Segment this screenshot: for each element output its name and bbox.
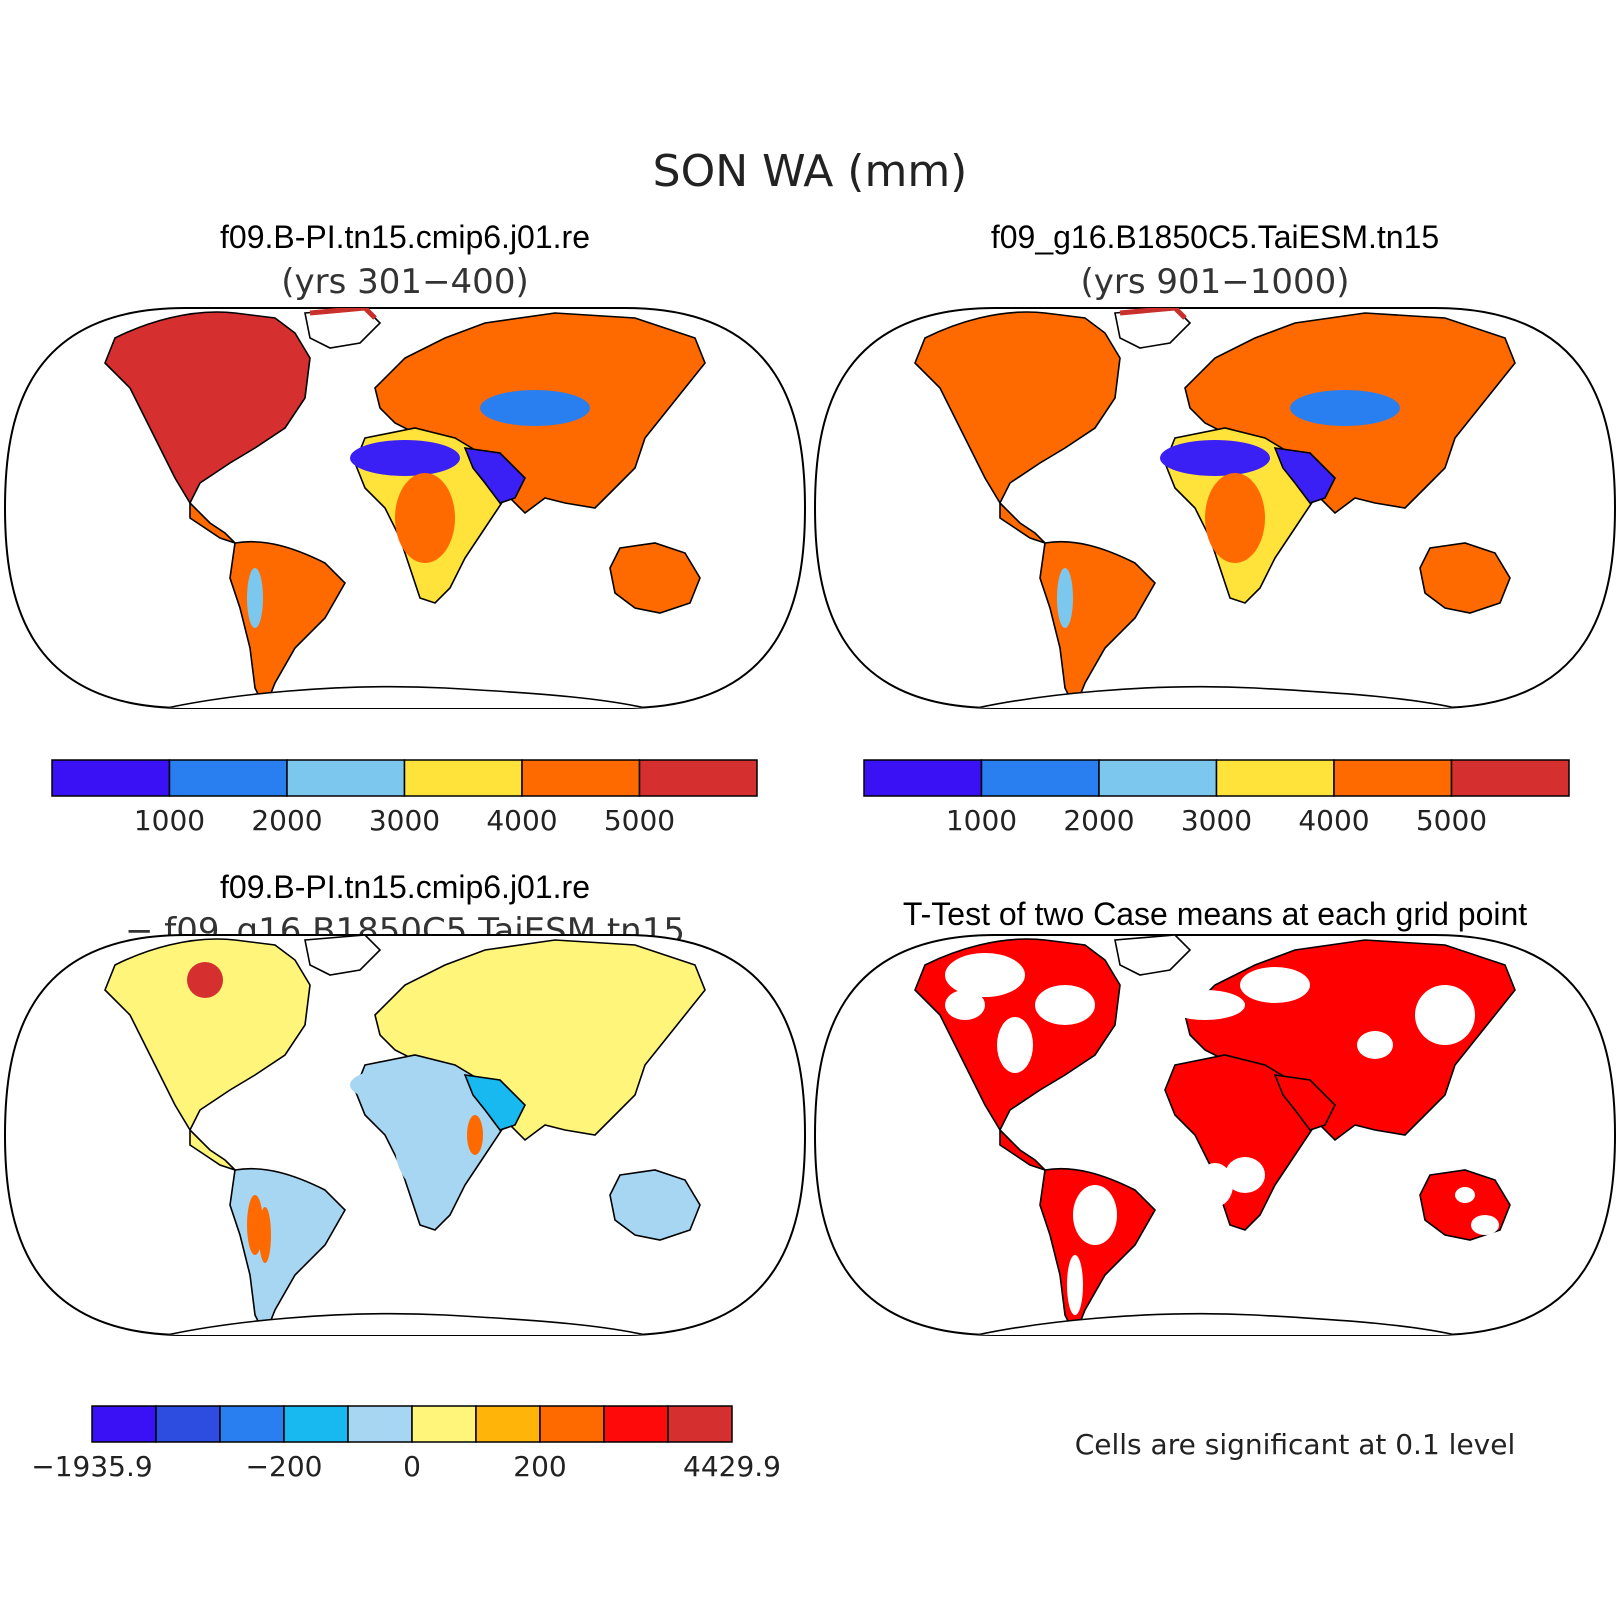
colorbar-box <box>980 759 1100 797</box>
not-significant-patch <box>1415 985 1475 1045</box>
map-panel-case2 <box>813 307 1617 709</box>
not-significant-patch <box>945 953 1025 997</box>
colorbar-tick-label: 1000 <box>134 804 205 837</box>
colorbar-tick-label: 5000 <box>604 804 675 837</box>
panel-1-title: f09.B-PI.tn15.cmip6.j01.re <box>220 219 590 255</box>
colorbar-tick-label: −1935.9 <box>31 1450 152 1483</box>
colorbar-tick-label: 200 <box>513 1450 566 1483</box>
land-layer <box>914 308 1516 708</box>
sahara-zone <box>350 440 460 476</box>
panel-1-subtitle: (yrs 301−400) <box>281 262 528 302</box>
colorbar-box <box>155 1405 221 1443</box>
colorbar-tick-label: 5000 <box>1416 804 1487 837</box>
colorbar-tick-label: 3000 <box>369 804 440 837</box>
map-content <box>813 307 1617 709</box>
land-layer <box>104 935 706 1335</box>
central-asia-zone <box>480 1017 590 1053</box>
not-significant-patch <box>1165 990 1245 1020</box>
greenland-rim <box>1119 308 1187 320</box>
map-panel-ttest <box>813 934 1617 1336</box>
colorbar-box <box>51 759 171 797</box>
panel-4-note: Cells are significant at 0.1 level <box>1075 1428 1516 1461</box>
not-significant-patch <box>1073 1185 1117 1245</box>
colorbar-box <box>1098 759 1218 797</box>
colorbar-box <box>91 1405 157 1443</box>
map-content <box>813 934 1617 1336</box>
colorbar-box <box>1450 759 1570 797</box>
colorbar-tick-label: −200 <box>246 1450 323 1483</box>
colorbar-box <box>475 1405 541 1443</box>
central-asia-zone <box>480 390 590 426</box>
colorbar-box <box>539 1405 605 1443</box>
not-significant-patch <box>1455 1187 1475 1203</box>
sahara-zone <box>1160 440 1270 476</box>
panel-2-subtitle: (yrs 901−1000) <box>1080 262 1349 302</box>
east-africa-positive-zone <box>467 1115 483 1155</box>
map-panel-case1 <box>3 307 807 709</box>
colorbar-box <box>603 1405 669 1443</box>
panel-2-title: f09_g16.B1850C5.TaiESM.tn15 <box>991 219 1439 255</box>
colorbar-box <box>667 1405 733 1443</box>
andes-zone <box>247 568 263 628</box>
colorbar-box <box>168 759 288 797</box>
andes-zone <box>247 1195 263 1255</box>
colorbar-difference: −1935.9 −200 0 200 4429.9 <box>31 1405 781 1483</box>
land-layer <box>104 308 706 708</box>
colorbar-case2: 1000 2000 3000 4000 5000 <box>863 759 1570 837</box>
colorbar-tick-label: 3000 <box>1181 804 1252 837</box>
colorbar-box <box>638 759 758 797</box>
andes-positive-zone <box>259 1207 271 1263</box>
colorbar-tick-label: 4000 <box>486 804 557 837</box>
central-africa-zone <box>395 473 455 563</box>
not-significant-patch <box>1035 985 1095 1025</box>
not-significant-patch <box>1471 1215 1499 1235</box>
map-panel-difference <box>3 934 807 1336</box>
canada-positive-zone <box>187 962 223 998</box>
greenland-rim <box>309 308 377 320</box>
colorbar-box <box>403 759 523 797</box>
panel-3-title: f09.B-PI.tn15.cmip6.j01.re <box>220 869 590 905</box>
sahara-zone <box>350 1067 460 1103</box>
colorbar-tick-label: 0 <box>403 1450 421 1483</box>
colorbar-box <box>521 759 641 797</box>
colorbar-tick-label: 4429.9 <box>683 1450 781 1483</box>
colorbar-tick-label: 2000 <box>251 804 322 837</box>
not-significant-patch <box>1357 1031 1393 1059</box>
not-significant-patch <box>1067 1255 1083 1315</box>
central-africa-zone <box>1205 473 1265 563</box>
andes-zone <box>1057 568 1073 628</box>
colorbar-box <box>286 759 406 797</box>
figure-title: SON WA (mm) <box>653 146 968 197</box>
not-significant-patch <box>1197 1163 1233 1207</box>
colorbar-tick-label: 4000 <box>1298 804 1369 837</box>
not-significant-patch <box>1240 967 1310 1003</box>
central-africa-zone <box>395 1100 455 1190</box>
not-significant-patch <box>945 990 985 1020</box>
colorbar-box <box>863 759 983 797</box>
central-asia-zone <box>1290 390 1400 426</box>
colorbar-box <box>411 1405 477 1443</box>
not-significant-patch <box>1225 1157 1265 1193</box>
map-content <box>3 934 807 1336</box>
map-content <box>3 307 807 709</box>
colorbar-tick-label: 1000 <box>946 804 1017 837</box>
panel-4-title: T-Test of two Case means at each grid po… <box>903 896 1527 932</box>
land-layer <box>914 935 1516 1335</box>
not-significant-patch <box>997 1017 1033 1073</box>
colorbar-tick-label: 2000 <box>1063 804 1134 837</box>
colorbar-box <box>283 1405 349 1443</box>
colorbar-box <box>1215 759 1335 797</box>
colorbar-box <box>1333 759 1453 797</box>
colorbar-box <box>219 1405 285 1443</box>
colorbar-box <box>347 1405 413 1443</box>
colorbar-case1: 1000 2000 3000 4000 5000 <box>51 759 758 837</box>
